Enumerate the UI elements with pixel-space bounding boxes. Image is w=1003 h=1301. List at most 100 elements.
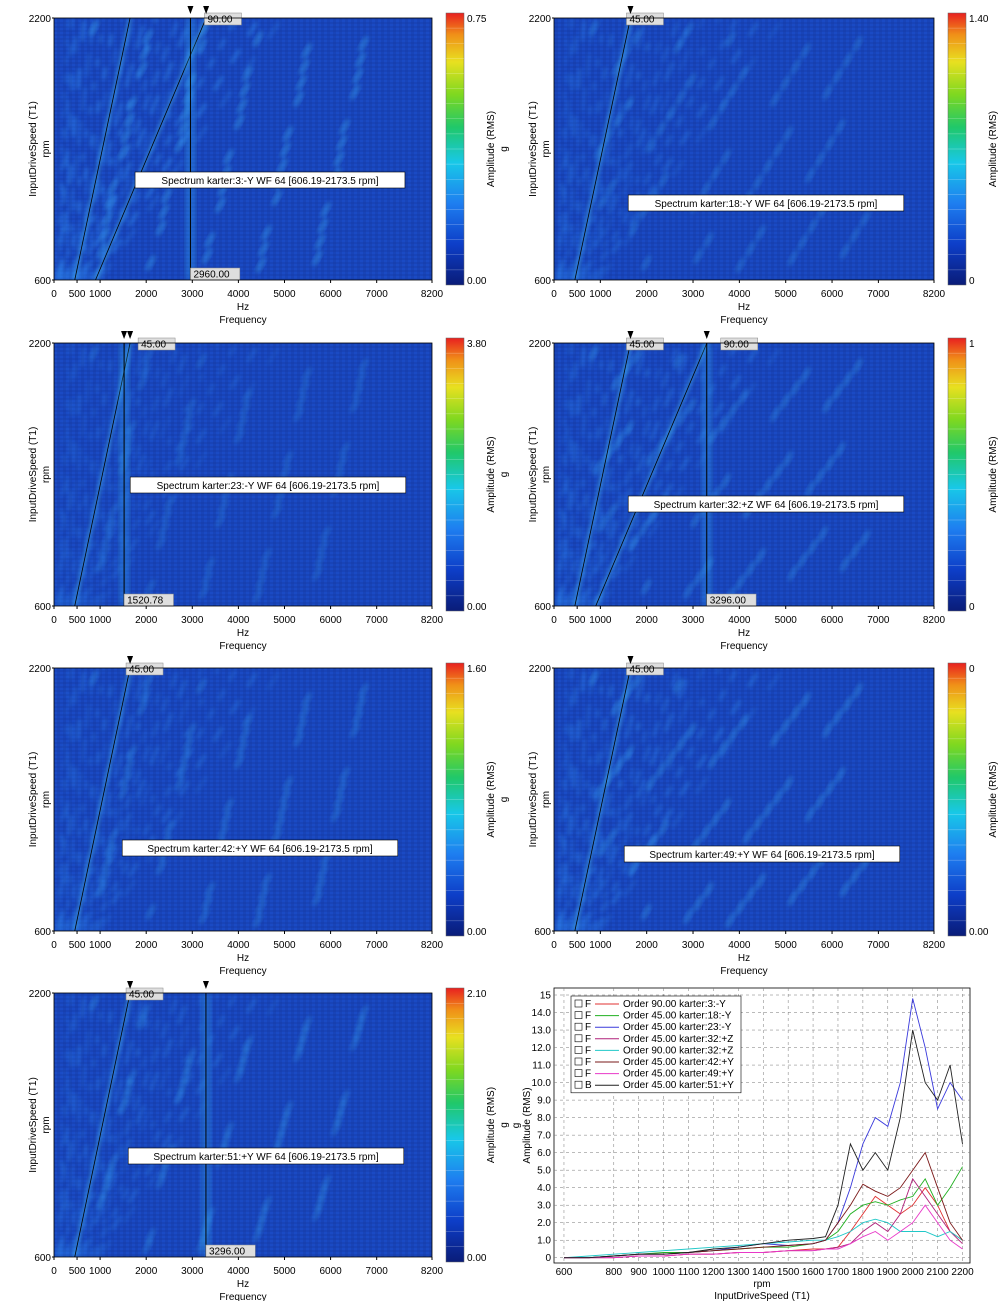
legend-checkbox[interactable] — [574, 999, 583, 1008]
legend-flag: B — [585, 1080, 592, 1091]
cursor-value-label: 2960.00 — [193, 270, 230, 281]
order-marker-icon[interactable] — [127, 656, 134, 664]
spectrogram-background — [54, 668, 432, 931]
legend-checkbox[interactable] — [574, 1069, 583, 1077]
x-tick-label: 4000 — [728, 289, 751, 300]
x-tick-label: 2000 — [135, 289, 158, 300]
x-axis-label: Frequency — [219, 966, 266, 977]
colorbar-unit: g — [1001, 797, 1003, 803]
x-tick-label: 8200 — [923, 940, 946, 951]
legend-checkbox[interactable] — [574, 1022, 583, 1031]
colorbar-unit: g — [1001, 146, 1003, 152]
y-tick-label: 14.0 — [532, 1008, 552, 1019]
x-tick-label: 4000 — [728, 615, 751, 626]
legend-flag: F — [585, 999, 591, 1010]
colorbar-unit: g — [499, 1122, 510, 1128]
x-tick-label: 1000 — [589, 940, 612, 951]
order-marker-icon[interactable] — [127, 981, 134, 989]
order-marker-icon[interactable] — [627, 6, 634, 14]
x-tick-label: 2200 — [951, 1267, 974, 1278]
plot-frame — [53, 342, 433, 607]
spectrum-label: Spectrum karter:49:+Y WF 64 [606.19-2173… — [649, 850, 874, 861]
order-value-label: 45.00 — [629, 15, 654, 26]
x-tick-label: 1000 — [589, 615, 612, 626]
order-marker-icon[interactable] — [187, 6, 194, 14]
colorbar-label: Amplitude (RMS) — [486, 1087, 497, 1163]
order-marker-icon[interactable] — [627, 656, 634, 664]
order-marker-icon[interactable] — [127, 331, 134, 339]
order-value-label: 45.00 — [141, 340, 166, 351]
x-tick-label: 1800 — [852, 1267, 875, 1278]
x-tick-label: 0 — [551, 289, 557, 300]
legend-checkbox[interactable] — [574, 1080, 583, 1089]
order-line — [595, 343, 708, 606]
legend-checkbox[interactable] — [574, 1034, 583, 1043]
x-axis-unit: Hz — [738, 953, 750, 964]
y-axis-unit: rpm — [41, 140, 52, 157]
order-value-label: 45.00 — [129, 990, 154, 1001]
x-tick-label: 6000 — [821, 615, 844, 626]
y-tick-label: 600 — [34, 1253, 51, 1264]
series-line-7 — [564, 1204, 963, 1259]
colorbar-label: Amplitude (RMS) — [988, 761, 999, 837]
colorbar-unit: g — [499, 797, 510, 803]
x-tick-label: 0 — [51, 615, 57, 626]
order-value-box — [720, 337, 758, 351]
plot-frame — [553, 17, 935, 281]
y-tick-label: 600 — [34, 602, 51, 613]
order-value-label: 90.00 — [207, 15, 232, 26]
order-line — [74, 18, 131, 280]
x-tick-label: 2000 — [135, 615, 158, 626]
x-tick-label: 0 — [551, 615, 557, 626]
y-tick-label: 15 — [540, 991, 552, 1002]
legend-flag: F — [585, 1034, 591, 1045]
colorbar-max-label: 1 — [969, 339, 975, 350]
x-tick-label: 7000 — [366, 615, 389, 626]
colorbar-min-label: 0.00 — [467, 1253, 487, 1264]
x-tick-label: 3000 — [682, 289, 705, 300]
order-value-box — [626, 662, 664, 676]
spectrum-label: Spectrum karter:23:-Y WF 64 [606.19-2173… — [157, 481, 380, 492]
x-tick-label: 8200 — [923, 289, 946, 300]
x-tick-label: 1000 — [89, 940, 112, 951]
colorbar-max-label: 1.40 — [969, 14, 989, 25]
x-tick-label: 2000 — [636, 289, 659, 300]
x-tick-label: 7000 — [867, 940, 890, 951]
spectrum-label-box — [121, 839, 399, 857]
order-marker-icon[interactable] — [121, 331, 128, 339]
spectrum-label: Spectrum karter:51:+Y WF 64 [606.19-2173… — [153, 1152, 378, 1163]
spectrogram-background — [554, 18, 934, 280]
order-line — [74, 668, 131, 931]
x-tick-label: 4000 — [728, 940, 751, 951]
colorbar-min-label: 0.00 — [467, 276, 487, 287]
x-axis-unit: Hz — [237, 1279, 249, 1290]
spectrogram-harmonics — [555, 18, 870, 280]
order-value-label: 90.00 — [724, 340, 749, 351]
x-tick-label: 1000 — [89, 289, 112, 300]
chart-panel-7: 3296.00 45.00 600 2200 0 500 1000 2000 3000 4000 5… — [28, 981, 510, 1301]
order-marker-icon[interactable] — [202, 981, 209, 989]
colorbar-unit: g — [499, 472, 510, 478]
order-marker-icon[interactable] — [703, 331, 710, 339]
y-tick-label: 1.0 — [537, 1236, 551, 1247]
colorbar-unit: g — [1001, 472, 1003, 478]
x-axis-unit: Hz — [237, 953, 249, 964]
x-axis-label: Frequency — [720, 641, 767, 652]
legend-checkbox[interactable] — [574, 1057, 583, 1066]
legend-entry: Order 90.00 karter:32:+Z — [623, 1045, 733, 1056]
y-tick-label: 600 — [534, 276, 551, 287]
x-tick-label: 7000 — [366, 289, 389, 300]
y-tick-label: 3.0 — [537, 1201, 551, 1212]
x-tick-label: 500 — [69, 1266, 86, 1277]
colorbar-label: Amplitude (RMS) — [486, 111, 497, 187]
legend-entry: Order 45.00 karter:49:+Y — [623, 1069, 734, 1080]
plot-frame — [553, 342, 935, 607]
legend-checkbox[interactable] — [574, 1011, 583, 1019]
order-marker-icon[interactable] — [627, 331, 634, 339]
order-marker-icon[interactable] — [203, 6, 210, 14]
y-tick-label: 9.0 — [537, 1096, 551, 1107]
spectrum-label-box — [623, 845, 901, 863]
legend-checkbox[interactable] — [574, 1046, 583, 1054]
x-tick-label: 1200 — [702, 1267, 725, 1278]
